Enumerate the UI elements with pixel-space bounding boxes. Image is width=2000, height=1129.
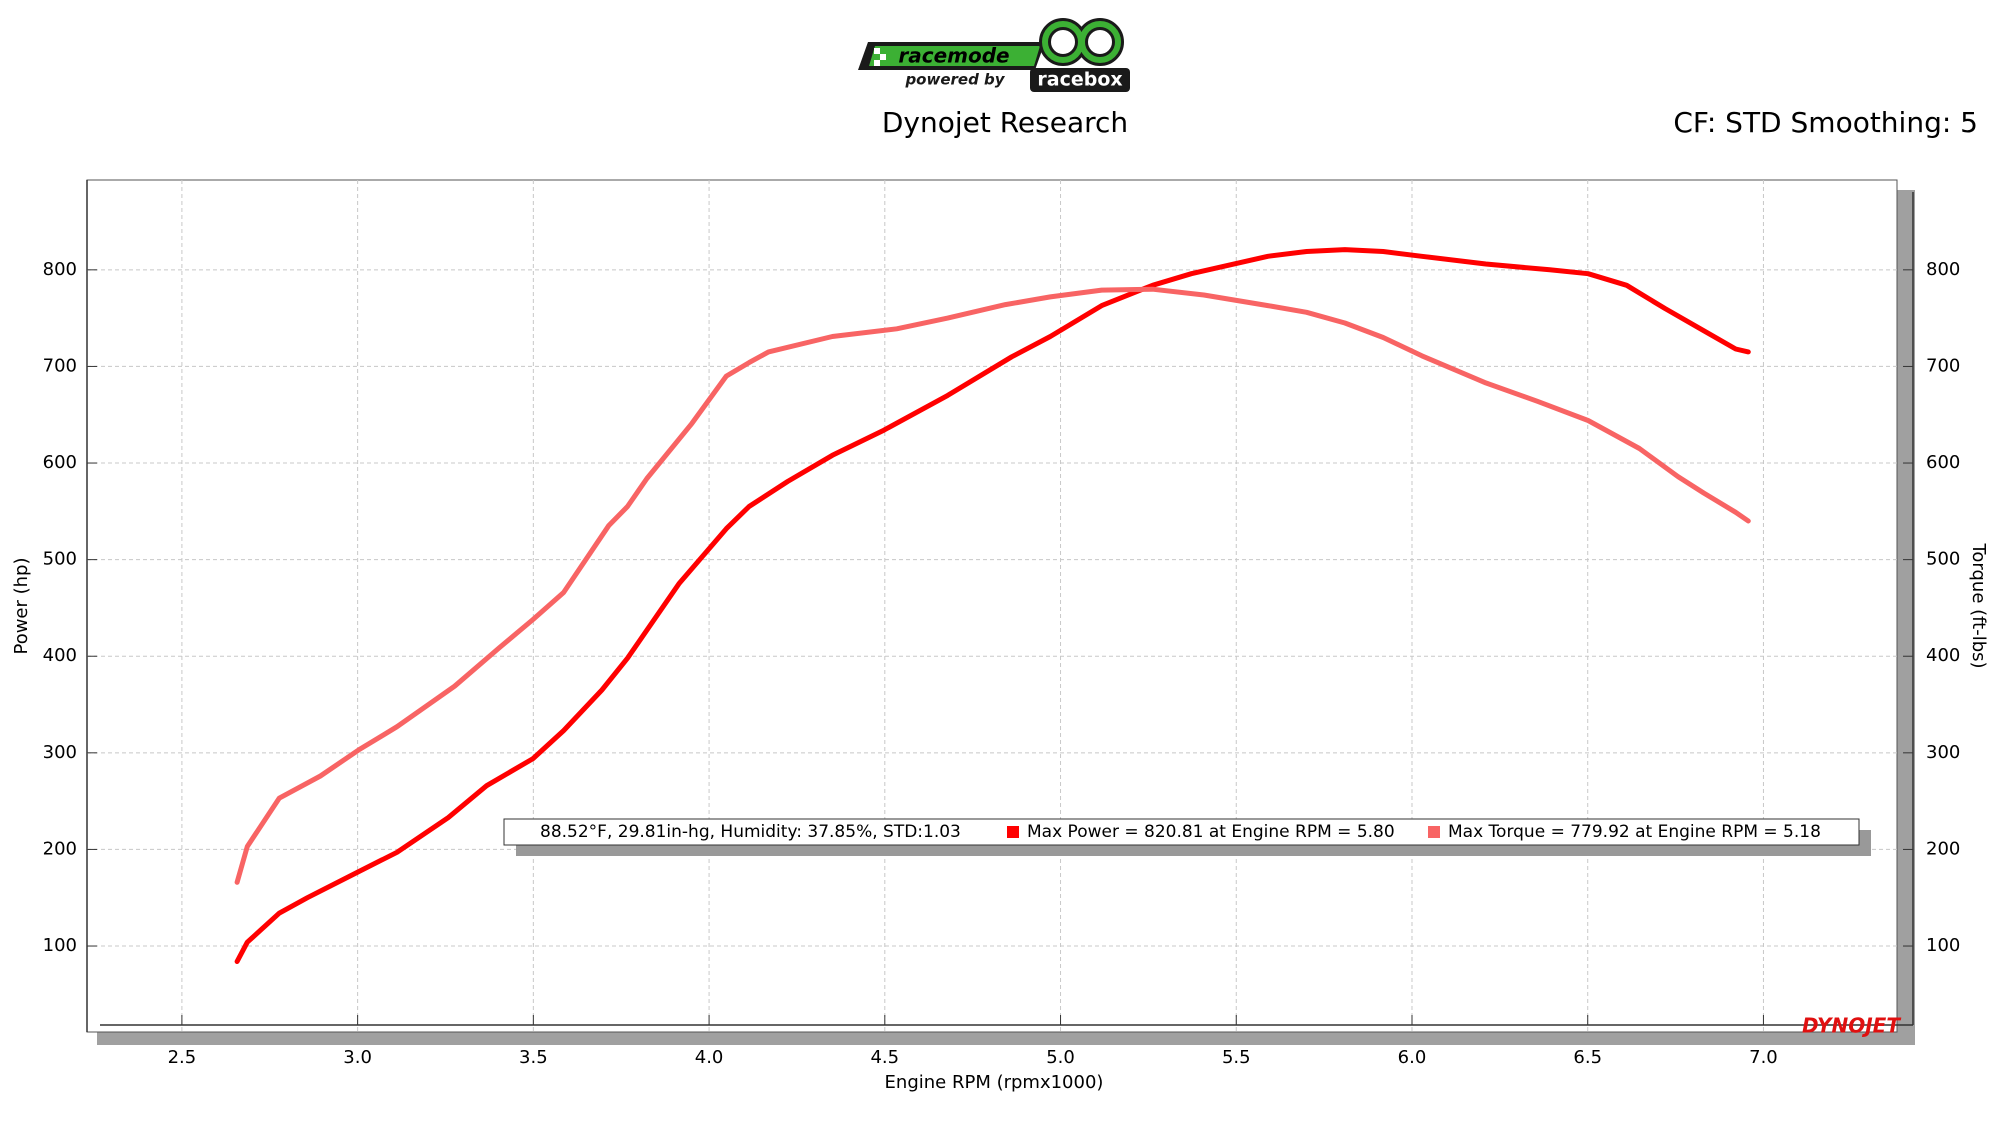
x-tick-label: 3.0	[343, 1047, 372, 1068]
legend: Max Power = 820.81 at Engine RPM = 5.80 M…	[1007, 822, 1821, 842]
logo: racemode powered by racebox	[858, 18, 1130, 92]
series-line	[234, 247, 1751, 964]
x-tick-label: 3.5	[519, 1047, 548, 1068]
y2-tick-label: 100	[1926, 935, 1960, 956]
y-axis-label: Power (hp)	[11, 557, 32, 654]
plot-area	[86, 179, 1898, 1033]
logo-brand: racemode	[898, 44, 1009, 68]
y-tick-label: 200	[43, 838, 77, 859]
y-tick-label: 500	[43, 549, 77, 570]
logo-stripe	[869, 46, 1040, 66]
legend-box	[503, 818, 1860, 846]
lines	[234, 247, 1751, 964]
x-tick-label: 4.0	[695, 1047, 724, 1068]
x-tick-label: 7.0	[1749, 1047, 1778, 1068]
x-tick-label: 5.5	[1222, 1047, 1251, 1068]
logo-tagline: powered by	[904, 71, 1005, 89]
legend-conditions: 88.52°F, 29.81in-hg, Humidity: 37.85%, S…	[540, 822, 961, 842]
x-tick-label: 4.5	[870, 1047, 899, 1068]
chart-title: Dynojet Research	[882, 106, 1128, 139]
legend-swatch	[1007, 826, 1019, 838]
y2-tick-label: 800	[1926, 259, 1960, 280]
y2-axis-label: Torque (ft-lbs)	[1968, 542, 1989, 668]
legend-label: Max Power = 820.81 at Engine RPM = 5.80	[1027, 822, 1395, 842]
logo-maker-bg	[1030, 68, 1130, 92]
logo-loop	[1079, 21, 1121, 63]
grid	[87, 180, 1913, 1032]
x-tick-label: 2.5	[168, 1047, 197, 1068]
y-tick-label: 700	[43, 355, 77, 376]
y-tick-label: 400	[43, 645, 77, 666]
logo-flag	[874, 48, 880, 54]
logo-maker: racebox	[1037, 69, 1122, 91]
y2-tick-label: 200	[1926, 838, 1960, 859]
y2-tick-label: 300	[1926, 742, 1960, 763]
x-tick-label: 6.0	[1398, 1047, 1427, 1068]
legend-swatch	[1428, 826, 1440, 838]
y2-tick-label: 600	[1926, 452, 1960, 473]
chart-subtitle: CF: STD Smoothing: 5	[1673, 106, 1978, 139]
y-tick-label: 800	[43, 259, 77, 280]
y2-tick-label: 700	[1926, 355, 1960, 376]
series-line	[234, 286, 1751, 885]
logo-flag	[880, 54, 886, 60]
y-tick-label: 100	[43, 935, 77, 956]
x-tick-label: 6.5	[1573, 1047, 1602, 1068]
watermark: DYNOJET	[1802, 1014, 1901, 1038]
y-tick-label: 300	[43, 742, 77, 763]
y-tick-label: 600	[43, 452, 77, 473]
logo-flag	[874, 60, 880, 66]
y2-tick-label: 400	[1926, 645, 1960, 666]
legend-label: Max Torque = 779.92 at Engine RPM = 5.18	[1448, 822, 1821, 842]
y2-tick-label: 500	[1926, 549, 1960, 570]
x-axis-label: Engine RPM (rpmx1000)	[885, 1072, 1104, 1093]
x-tick-label: 5.0	[1046, 1047, 1075, 1068]
